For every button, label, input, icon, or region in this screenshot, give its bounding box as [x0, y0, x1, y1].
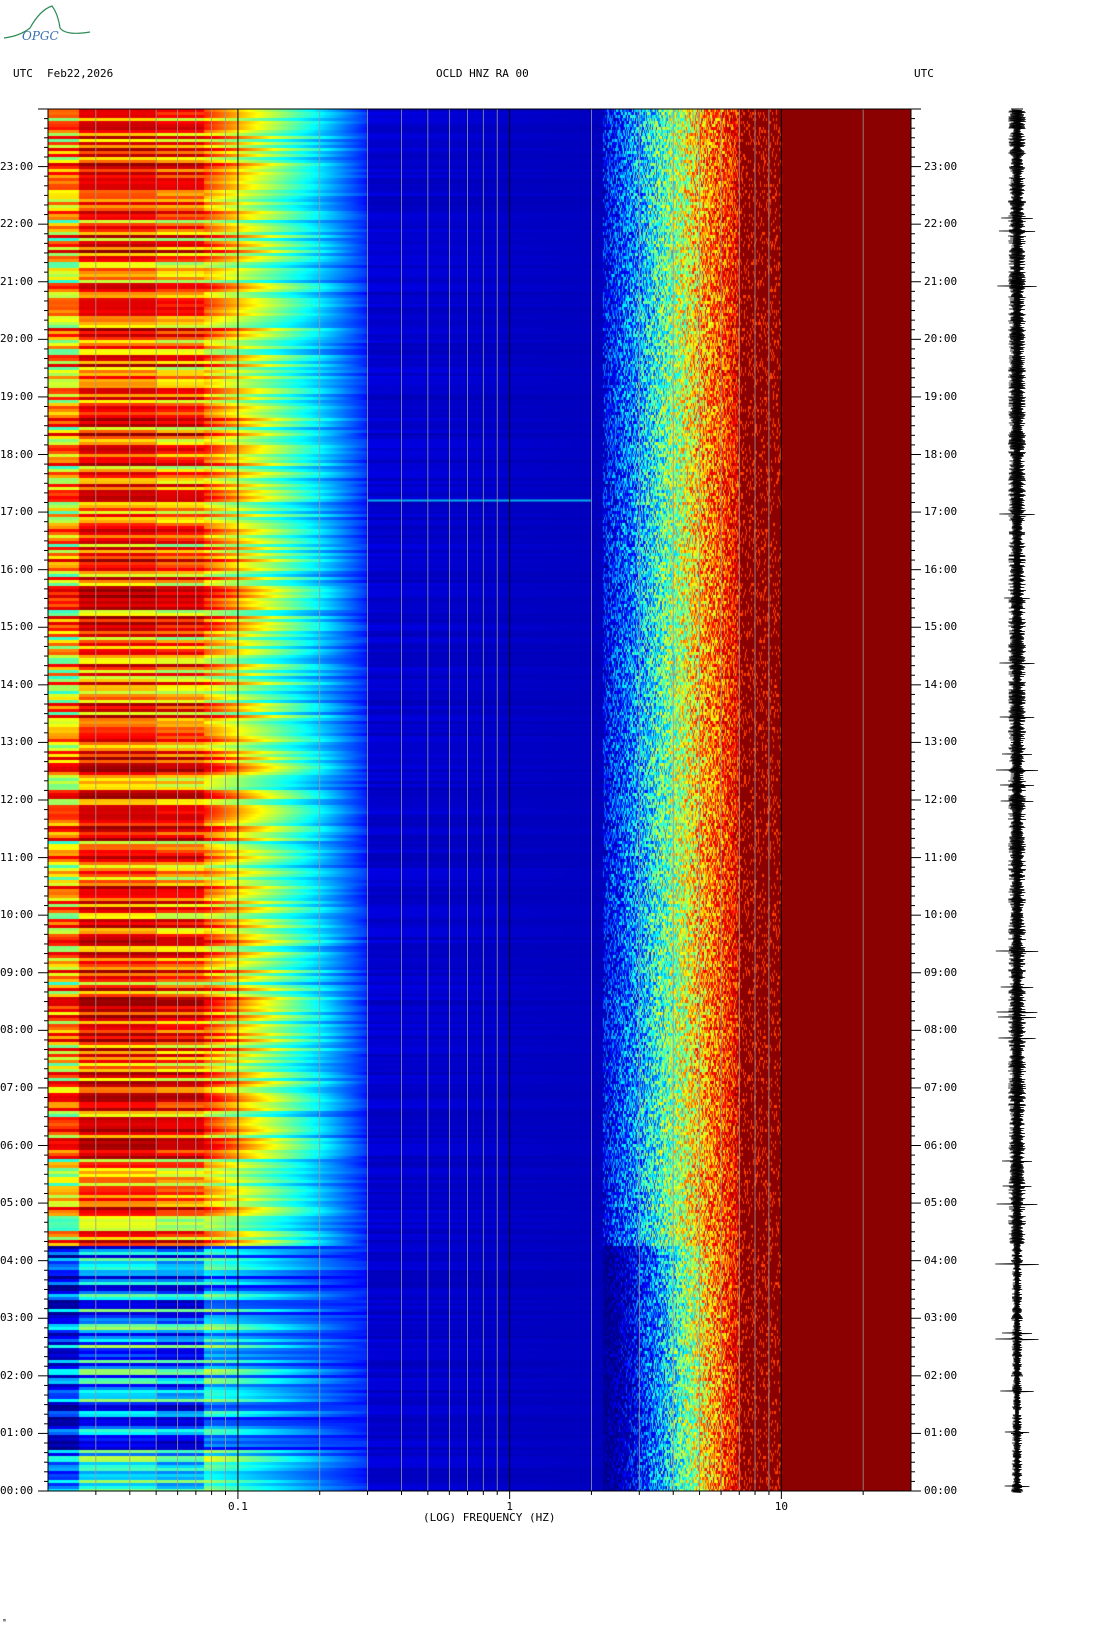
y-tick-label-right: 09:00 — [924, 965, 958, 979]
y-tick-label-left: 01:00 — [0, 1426, 34, 1440]
x-tick-label: 0.1 — [228, 1500, 248, 1513]
opgc-logo: OPGC — [3, 5, 91, 43]
y-tick-label-right: 14:00 — [924, 677, 958, 691]
y-tick-label-right: 19:00 — [924, 389, 958, 403]
header-left-utc: UTC — [13, 67, 33, 80]
header-right-utc: UTC — [914, 67, 934, 80]
y-tick-label-left: 21:00 — [0, 274, 34, 288]
y-tick-label-right: 01:00 — [924, 1426, 958, 1440]
y-tick-label-left: 16:00 — [0, 562, 34, 576]
y-tick-label-left: 17:00 — [0, 505, 34, 519]
y-tick-label-right: 04:00 — [924, 1253, 958, 1267]
y-tick-label-right: 18:00 — [924, 447, 958, 461]
y-tick-label-left: 19:00 — [0, 389, 34, 403]
y-tick-label-right: 23:00 — [924, 159, 958, 173]
y-tick-label-right: 10:00 — [924, 908, 958, 922]
y-tick-label-left: 03:00 — [0, 1311, 34, 1325]
y-tick-label-right: 13:00 — [924, 735, 958, 749]
y-tick-label-left: 00:00 — [0, 1484, 34, 1497]
y-tick-label-left: 10:00 — [0, 908, 34, 922]
y-tick-label-right: 16:00 — [924, 562, 958, 576]
y-tick-label-right: 17:00 — [924, 505, 958, 519]
y-tick-label-right: 21:00 — [924, 274, 958, 288]
y-tick-label-right: 11:00 — [924, 850, 958, 864]
y-tick-label-right: 05:00 — [924, 1196, 958, 1210]
x-axis-label: (LOG) FREQUENCY (HZ) — [423, 1511, 556, 1524]
y-tick-label-right: 03:00 — [924, 1311, 958, 1325]
y-tick-label-left: 11:00 — [0, 850, 34, 864]
waveform-trace — [995, 108, 1039, 1493]
y-tick-label-left: 02:00 — [0, 1368, 34, 1382]
y-tick-label-left: 08:00 — [0, 1023, 34, 1037]
y-tick-label-left: 12:00 — [0, 793, 34, 806]
y-tick-label-right: 08:00 — [924, 1023, 958, 1037]
x-tick-label: 10 — [774, 1500, 788, 1513]
spectrogram-heatmap — [48, 109, 911, 1491]
y-tick-label-left: 13:00 — [0, 735, 34, 749]
y-tick-label-left: 09:00 — [0, 965, 34, 979]
y-tick-label-right: 07:00 — [924, 1080, 958, 1094]
y-tick-label-left: 18:00 — [0, 447, 34, 461]
y-tick-label-right: 02:00 — [924, 1368, 958, 1382]
header-date: Feb22,2026 — [47, 67, 114, 80]
waveform-line — [995, 109, 1039, 1493]
y-tick-label-right: 22:00 — [924, 217, 958, 231]
logo-text: OPGC — [22, 29, 59, 43]
y-tick-label-left: 06:00 — [0, 1138, 34, 1152]
y-tick-label-right: 12:00 — [924, 793, 958, 806]
y-tick-label-left: 15:00 — [0, 620, 34, 634]
chart-title: OCLD HNZ RA 00 — [436, 67, 529, 80]
y-tick-label-left: 20:00 — [0, 332, 34, 346]
y-tick-label-right: 20:00 — [924, 332, 958, 346]
y-tick-label-left: 14:00 — [0, 677, 34, 691]
y-tick-label-left: 04:00 — [0, 1253, 34, 1267]
footer-mark: ᵐ — [2, 1617, 7, 1626]
y-tick-label-right: 00:00 — [924, 1484, 958, 1497]
x-tick-label: 1 — [506, 1500, 513, 1513]
y-tick-label-left: 23:00 — [0, 159, 34, 173]
y-tick-label-left: 05:00 — [0, 1196, 34, 1210]
y-tick-label-left: 22:00 — [0, 217, 34, 231]
y-tick-label-left: 07:00 — [0, 1080, 34, 1094]
y-tick-label-right: 06:00 — [924, 1138, 958, 1152]
y-tick-label-right: 15:00 — [924, 620, 958, 634]
